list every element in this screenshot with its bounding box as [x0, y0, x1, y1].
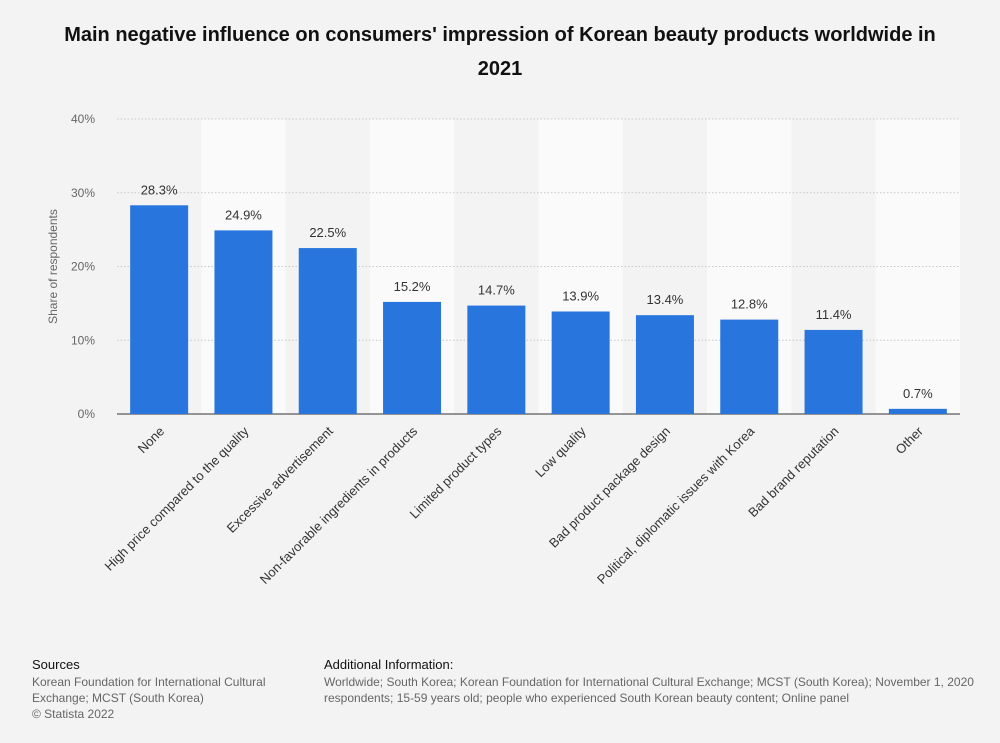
column-band [875, 119, 960, 414]
bar [551, 311, 610, 414]
bar [467, 305, 526, 414]
bar-value-label: 11.4% [816, 307, 852, 322]
x-category-label: None [135, 424, 168, 457]
additional-info-heading: Additional Information: [324, 657, 454, 672]
copyright-text: © Statista 2022 [32, 707, 115, 721]
additional-info-block: Additional Information: Worldwide; South… [324, 657, 1000, 706]
sources-block: Sources Korean Foundation for Internatio… [32, 657, 302, 722]
y-tick-label: 40% [71, 112, 95, 126]
bar [888, 408, 947, 414]
bar-value-label: 22.5% [309, 225, 346, 240]
bar [720, 319, 779, 414]
y-tick-label: 10% [71, 333, 95, 347]
bar [298, 248, 357, 414]
x-category-label: Limited product types [406, 423, 504, 521]
bar [804, 329, 863, 414]
bar-value-label: 0.7% [903, 386, 933, 401]
bar [130, 205, 189, 414]
bar-value-label: 28.3% [141, 182, 178, 197]
x-category-label: High price compared to the quality [101, 423, 251, 573]
bar-value-label: 14.7% [478, 283, 515, 298]
y-tick-label: 0% [78, 407, 96, 421]
bar [214, 230, 273, 414]
bar-chart: 0% 10% 20% 30% 40% Share of respondents 28.3% N… [46, 112, 960, 587]
bar-value-label: 15.2% [394, 279, 431, 294]
x-category-label: Non-favorable ingredients in products [257, 423, 421, 587]
x-category-label: Bad brand reputation [745, 424, 841, 520]
bar-value-label: 13.4% [647, 292, 684, 307]
x-category-label: Low quality [532, 423, 589, 480]
bar [635, 315, 694, 414]
bar-value-label: 12.8% [731, 297, 768, 312]
y-tick-label: 30% [71, 186, 95, 200]
y-axis-title: Share of respondents [46, 209, 60, 324]
bar-value-label: 13.9% [562, 288, 599, 303]
sources-text: Korean Foundation for International Cult… [32, 675, 266, 705]
additional-info-text: Worldwide; South Korea; Korean Foundatio… [324, 675, 974, 705]
sources-heading: Sources [32, 657, 80, 672]
x-category-label: Political, diplomatic issues with Korea [594, 423, 758, 587]
y-tick-label: 20% [71, 260, 95, 274]
bar-value-label: 24.9% [225, 207, 262, 222]
bar [383, 301, 442, 414]
x-category-label: Other [892, 423, 926, 457]
chart-title: Main negative influence on consumers' im… [64, 24, 936, 80]
